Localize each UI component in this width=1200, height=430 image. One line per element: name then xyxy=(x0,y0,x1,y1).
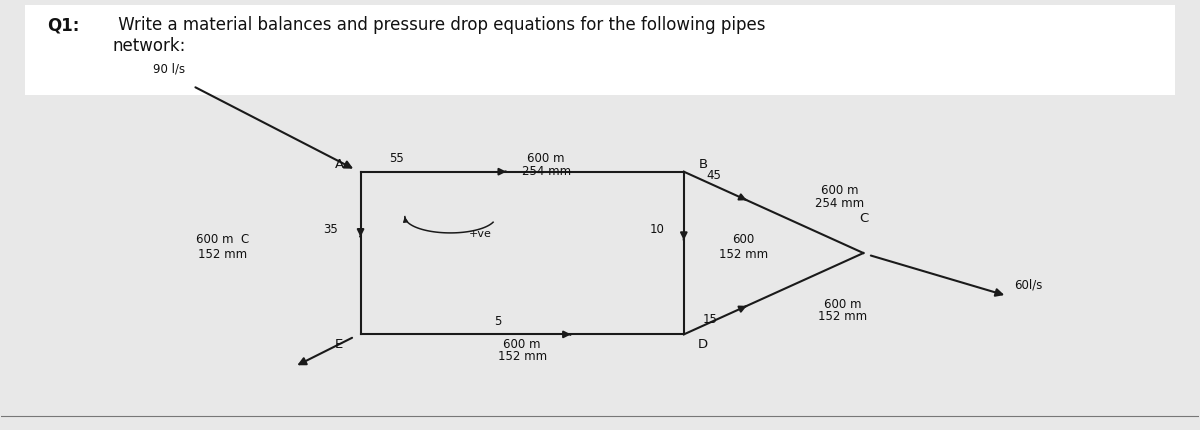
Text: C: C xyxy=(859,212,868,224)
Text: 152 mm: 152 mm xyxy=(198,248,247,261)
Text: +ve: +ve xyxy=(469,228,492,238)
Text: B: B xyxy=(698,158,708,171)
Text: 55: 55 xyxy=(389,152,404,165)
Text: 600 m  C: 600 m C xyxy=(197,233,250,246)
Text: 152 mm: 152 mm xyxy=(719,248,768,261)
Text: 600 m: 600 m xyxy=(527,152,565,165)
Text: E: E xyxy=(335,338,343,350)
Text: D: D xyxy=(698,338,708,350)
Text: 152 mm: 152 mm xyxy=(498,350,547,362)
Text: 35: 35 xyxy=(323,222,338,235)
Text: Write a material balances and pressure drop equations for the following pipes
ne: Write a material balances and pressure d… xyxy=(113,16,766,55)
FancyBboxPatch shape xyxy=(25,6,1175,95)
Text: 152 mm: 152 mm xyxy=(818,309,868,322)
Text: 600 m: 600 m xyxy=(821,184,858,197)
Text: 600: 600 xyxy=(732,233,755,246)
Text: 5: 5 xyxy=(494,314,502,327)
Text: 600 m: 600 m xyxy=(504,338,541,350)
Text: 45: 45 xyxy=(707,169,721,182)
Text: A: A xyxy=(335,158,343,171)
Text: 254 mm: 254 mm xyxy=(815,197,864,209)
Text: 15: 15 xyxy=(703,312,718,325)
Text: 600 m: 600 m xyxy=(824,297,862,310)
Text: 60l/s: 60l/s xyxy=(1014,278,1043,291)
Text: Q1:: Q1: xyxy=(47,16,79,34)
Text: 254 mm: 254 mm xyxy=(522,164,571,178)
Text: 10: 10 xyxy=(650,222,665,235)
Text: 90 l/s: 90 l/s xyxy=(152,62,185,75)
